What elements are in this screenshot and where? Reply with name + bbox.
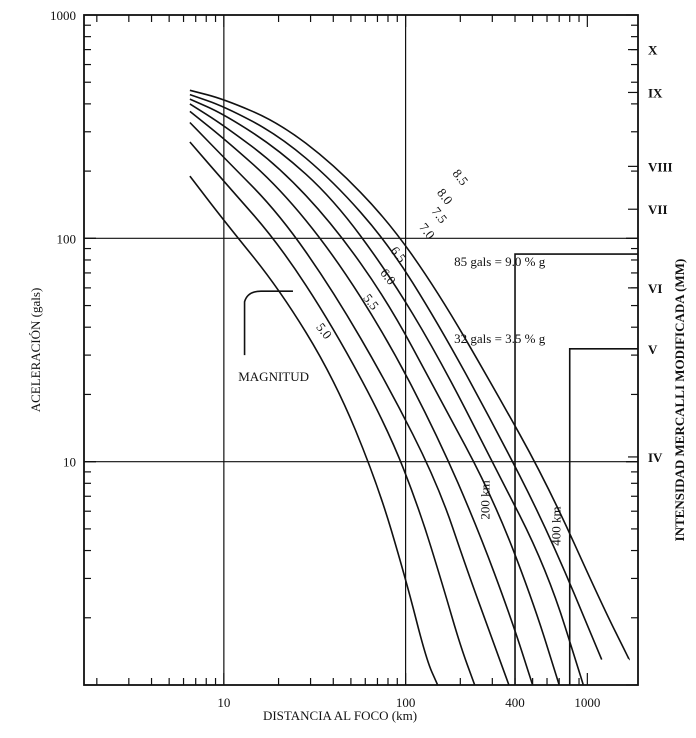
curve-labels: 5.05.56.06.57.07.58.08.5 <box>313 166 471 342</box>
annotation: 85 gals = 9.0 % g <box>454 254 546 269</box>
right-axis-title: INTENSIDAD MERCALLI MODIFICADA (MM) <box>672 259 687 542</box>
curve-magnitude-7-0 <box>189 103 560 686</box>
mercalli-label: IV <box>648 450 663 465</box>
curve-label: 5.0 <box>313 320 335 342</box>
y-tick-labels: 10 100 1000 <box>50 8 76 470</box>
annotation: 32 gals = 3.5 % g <box>454 331 546 346</box>
mercalli-labels: X IX VIII VII VI V IV <box>648 43 673 465</box>
mercalli-label: VIII <box>648 159 673 174</box>
reference-line <box>514 253 638 685</box>
curve-magnitude-8-5 <box>189 89 631 661</box>
x-tick-label: 1000 <box>574 695 600 710</box>
magnitude-curves <box>189 89 631 686</box>
curve-label: 6.0 <box>377 266 399 288</box>
mercalli-label: VII <box>648 202 668 217</box>
annotations: MAGNITUD 85 gals = 9.0 % g 32 gals = 3.5 %… <box>238 254 563 546</box>
y-tick-label: 100 <box>57 231 77 246</box>
mercalli-label: X <box>648 43 658 58</box>
curve-magnitude-7-5 <box>189 98 585 686</box>
y-axis-title: ACELERACIÓN (gals) <box>28 288 43 413</box>
curve-label: 5.5 <box>360 291 382 313</box>
curve-magnitude-8-0 <box>189 93 603 661</box>
grid-lines <box>84 15 638 685</box>
curve-magnitude-5-5 <box>189 141 476 686</box>
x-tick-labels: 10 100 400 1000 <box>217 695 600 710</box>
reference-line <box>568 348 638 685</box>
x-tick-label: 100 <box>396 695 416 710</box>
curve-magnitude-6-0 <box>189 121 510 686</box>
mercalli-label: V <box>648 342 658 357</box>
curve-label: 8.5 <box>450 166 472 188</box>
annotation: 200 km <box>478 480 493 519</box>
plot-frame <box>83 14 639 686</box>
mercalli-label: IX <box>648 85 663 100</box>
mercalli-label: VI <box>648 281 662 296</box>
x-tick-label: 400 <box>505 695 525 710</box>
y-tick-label: 10 <box>63 455 76 470</box>
magnitude-bracket <box>243 290 293 356</box>
axis-ticks <box>84 14 638 686</box>
curve-magnitude-6-5 <box>189 110 534 686</box>
curve-label: 7.5 <box>429 204 451 226</box>
x-axis-title: DISTANCIA AL FOCO (km) <box>263 708 417 723</box>
y-tick-label: 1000 <box>50 8 76 23</box>
reference-lines <box>243 253 638 685</box>
curve-label: 8.0 <box>434 185 456 207</box>
curve-magnitude-5-0 <box>189 175 439 686</box>
annotation: 400 km <box>548 506 563 545</box>
x-tick-label: 10 <box>217 695 230 710</box>
annotation: MAGNITUD <box>238 369 309 384</box>
